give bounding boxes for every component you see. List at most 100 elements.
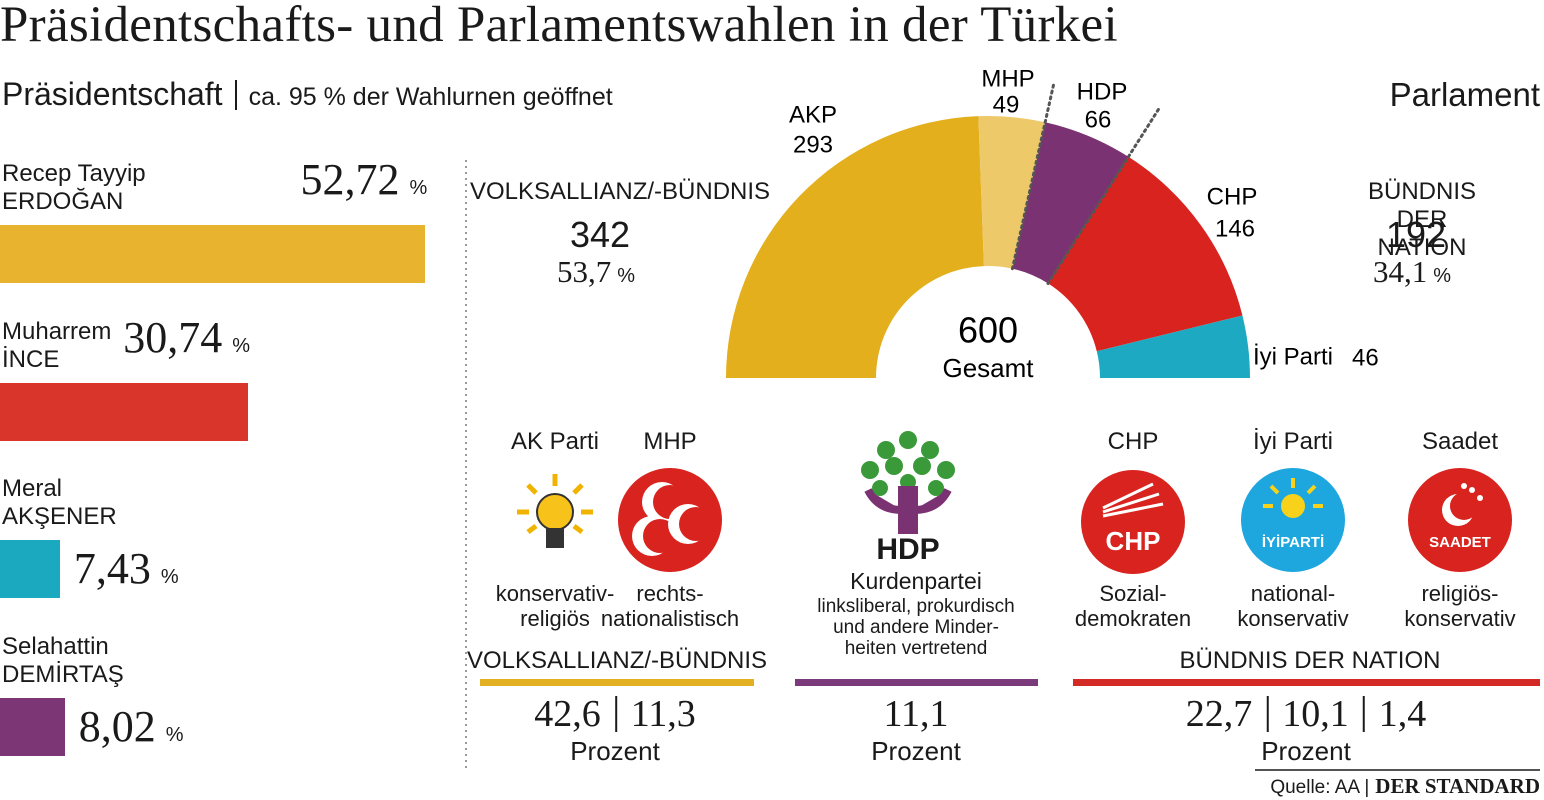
party-name: Saadet <box>1421 428 1499 455</box>
section-title: Parlament <box>1389 76 1540 113</box>
unit: % <box>160 566 179 588</box>
party-description: konservativ- religiös <box>495 581 615 631</box>
seat-segment <box>1048 156 1243 352</box>
seat-segment <box>726 116 984 378</box>
total-label: Gesamt <box>942 353 1034 383</box>
results: 22,7 10,1 1,4 <box>1186 692 1427 736</box>
result: 1,4 <box>1378 693 1427 735</box>
segment-label: CHP <box>1207 183 1258 210</box>
value-label: 30,74% <box>123 312 250 363</box>
akp-logo <box>517 474 593 548</box>
section-title: Präsidentschaft <box>2 76 223 112</box>
mhp-logo <box>618 468 722 572</box>
value: 30,74 <box>123 312 223 362</box>
alliance-name: VOLKSALLIANZ/-BÜNDNIS <box>466 647 768 674</box>
result: 11,3 <box>630 693 696 735</box>
title: Präsidentschafts- und Parlamentswahlen i… <box>0 0 1118 53</box>
segment-label: MHP <box>981 65 1034 92</box>
value-label: 7,43% <box>74 543 179 594</box>
publisher: DER STANDARD <box>1375 774 1540 798</box>
saadet-logo <box>1408 468 1512 572</box>
alliance-name: BÜNDNIS DER NATION <box>1367 178 1476 261</box>
seat-segment <box>978 116 1046 269</box>
alliance-line <box>1073 679 1540 686</box>
segment-label: İyi Parti <box>1253 343 1333 370</box>
subtitle: ca. 95 % der Wahlurnen geöffnet <box>248 83 613 111</box>
logo-text: İYİPARTİ <box>1261 534 1325 551</box>
segment-value: 146 <box>1215 215 1255 242</box>
party-description: national- konservativ <box>1237 581 1349 631</box>
result: 10,1 <box>1282 693 1349 735</box>
unit: % <box>165 723 184 746</box>
hdp-logo <box>861 431 955 534</box>
alliance-divider <box>1010 83 1055 271</box>
results: 11,1 <box>883 692 948 736</box>
bar <box>0 225 426 283</box>
source: Quelle: AA | DER STANDARD <box>1270 774 1540 799</box>
separator <box>614 696 617 732</box>
candidate-name: Recep Tayyip ERDOĞAN <box>2 160 146 215</box>
alliance-percent: 34,1% <box>1373 254 1451 290</box>
logo-text: HDP <box>876 533 940 566</box>
logo-text: CHP <box>1105 526 1161 556</box>
separator <box>234 79 237 110</box>
separator <box>1266 696 1269 732</box>
party-name: MHP <box>643 428 697 455</box>
party-description: linksliberal, prokurdisch und andere Min… <box>817 596 1015 659</box>
party-name: AK Parti <box>510 428 600 455</box>
party-type: Kurdenpartei <box>850 568 982 594</box>
alliance-divider <box>1046 108 1160 285</box>
alliance-name: BÜNDNIS DER NATION <box>1179 647 1441 674</box>
candidate-name: Meral AKŞENER <box>2 475 117 530</box>
logo-text: SAADET <box>1429 534 1491 551</box>
party-name: CHP <box>1107 428 1159 455</box>
results-unit: Prozent <box>1261 736 1351 766</box>
total-value: 600 <box>958 310 1018 351</box>
value-label: 8,02% <box>79 701 184 752</box>
alliance-name: VOLKSALLIANZ/-BÜNDNIS <box>469 178 771 205</box>
unit: % <box>409 177 428 199</box>
value: 52,72 <box>300 155 400 204</box>
result: 22,7 <box>1185 693 1253 735</box>
segment-value: 49 <box>993 91 1020 118</box>
percent: 53,7 <box>556 254 612 289</box>
chp-logo <box>1081 470 1185 574</box>
bar <box>0 382 248 441</box>
percent: 34,1 <box>1372 254 1428 289</box>
value: 7,43 <box>73 544 151 593</box>
seat-segment <box>1012 122 1129 284</box>
result: 11,1 <box>883 693 949 735</box>
separator <box>1362 696 1365 732</box>
segment-label: AKP <box>789 101 837 128</box>
subtitle-row: Präsidentschaft ca. 95 % der Wahlurnen g… <box>2 76 613 113</box>
result: 42,6 <box>534 693 601 735</box>
segment-value: 46 <box>1352 344 1379 371</box>
unit: % <box>232 334 250 357</box>
source-text: Quelle: AA | <box>1270 777 1370 798</box>
iyi-logo <box>1241 468 1345 572</box>
results: 42,6 11,3 <box>534 692 696 736</box>
value: 8,02 <box>78 701 156 751</box>
segment-label: HDP <box>1077 78 1128 105</box>
unit: % <box>1433 265 1452 287</box>
segment-value: 293 <box>793 131 833 158</box>
value-label: 52,72% <box>300 154 427 205</box>
segment-value: 66 <box>1085 106 1112 133</box>
alliance-seats: 192 <box>1385 214 1447 255</box>
bar <box>0 540 60 598</box>
party-description: religiös- konservativ <box>1404 581 1516 631</box>
results-unit: Prozent <box>570 736 660 766</box>
party-description: rechts- nationalistisch <box>600 581 740 631</box>
candidate-name: Muharrem İNCE <box>2 317 112 373</box>
alliance-percent: 53,7% <box>557 254 635 290</box>
alliance-seats: 342 <box>569 214 631 255</box>
results-unit: Prozent <box>871 736 961 766</box>
alliance-line <box>795 679 1038 686</box>
party-name: İyi Parti <box>1252 428 1334 455</box>
alliance-line <box>480 679 754 686</box>
bar <box>0 697 65 756</box>
seat-segment <box>1096 315 1250 378</box>
unit: % <box>617 265 636 287</box>
